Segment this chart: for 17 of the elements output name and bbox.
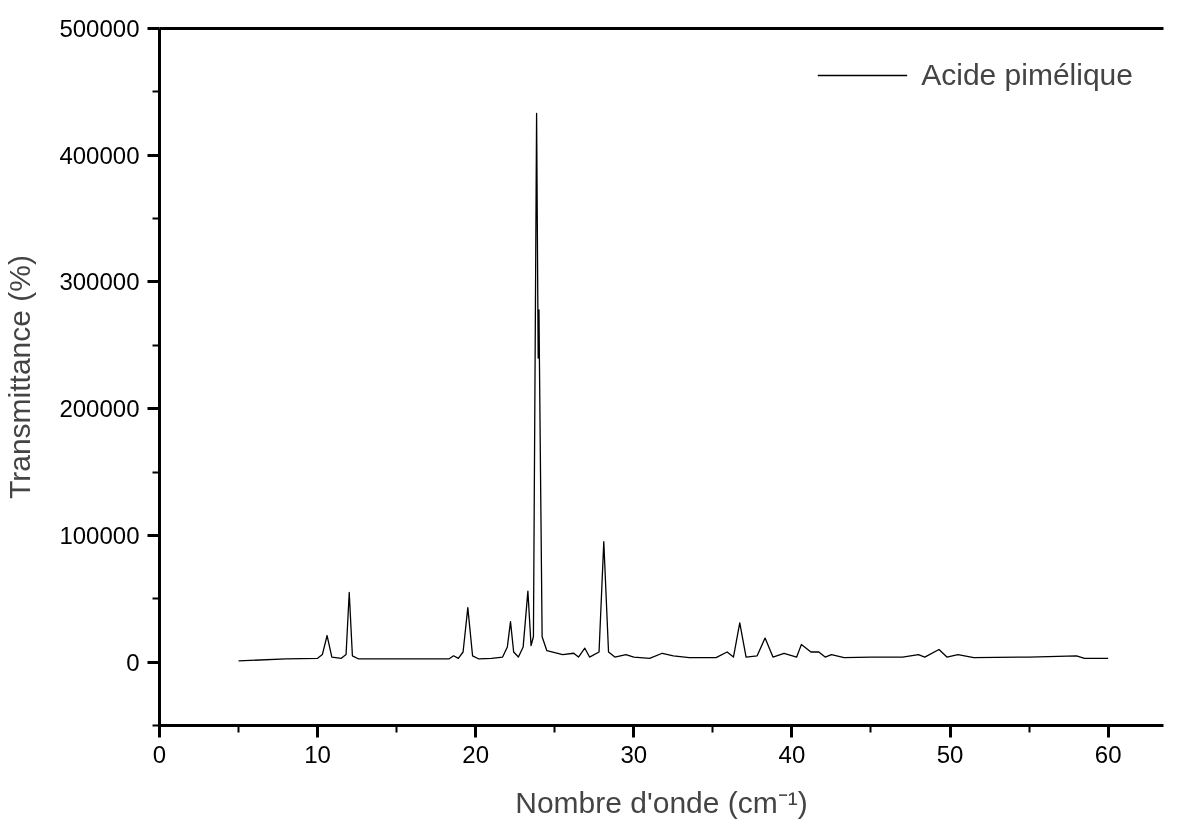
x-tick-label: 30 (620, 740, 648, 768)
x-axis-title: Nombre d'onde (cm⁻¹) (515, 785, 808, 819)
x-tick-label: 0 (152, 740, 167, 768)
y-tick-label: 0 (126, 648, 140, 676)
y-tick-label: 100000 (59, 521, 140, 549)
line-series (237, 112, 1109, 662)
y-tick-label: 500000 (59, 15, 140, 42)
y-axis-title: Transmittance (%) (3, 255, 37, 499)
y-tick-label: 300000 (59, 268, 140, 296)
legend-label: Acide pimélique (921, 58, 1133, 92)
x-tick-label: 60 (1094, 740, 1122, 768)
x-tick-label: 50 (936, 740, 964, 768)
x-tick-label: 10 (304, 740, 331, 768)
y-tick-label: 200000 (59, 395, 140, 423)
y-tick-label: 400000 (59, 141, 140, 169)
x-tick-label: 40 (778, 740, 806, 768)
x-tick-label: 20 (462, 740, 490, 768)
